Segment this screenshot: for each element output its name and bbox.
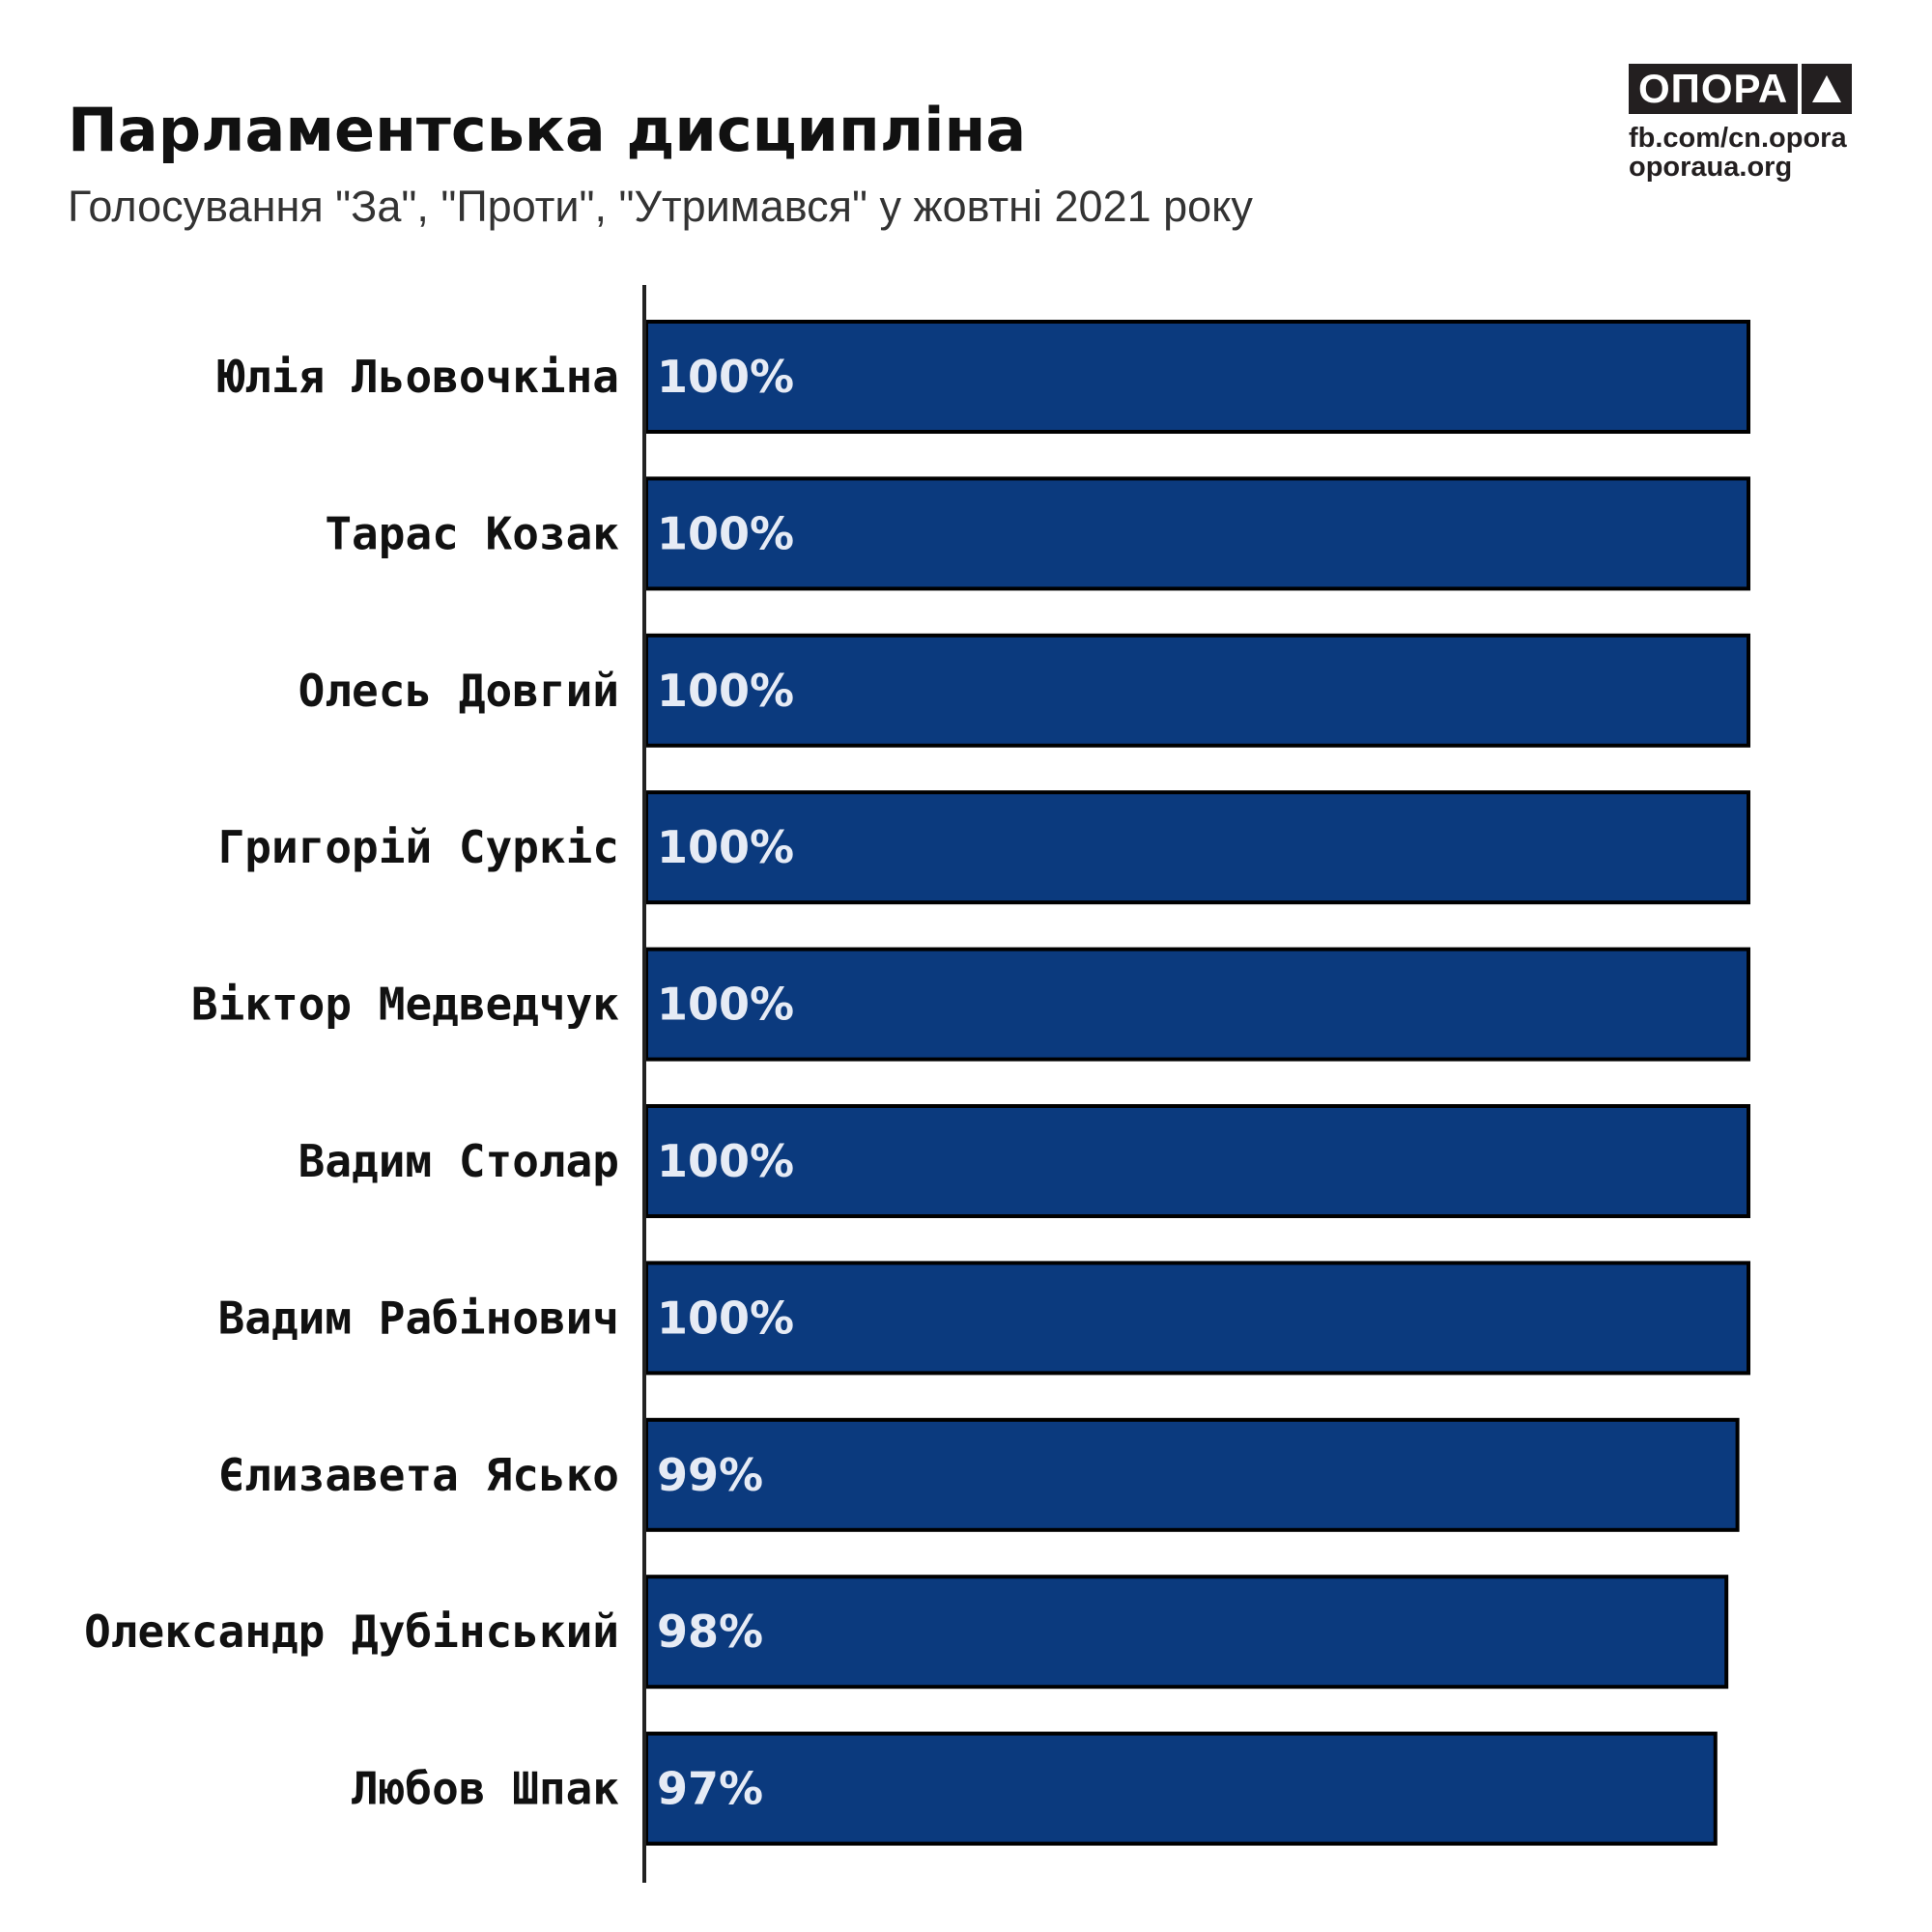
bar xyxy=(644,320,1750,434)
category-label: Юлія Льовочкіна xyxy=(218,351,619,403)
value-label: 100% xyxy=(657,665,794,717)
triangle-icon xyxy=(1802,64,1853,114)
bar xyxy=(644,1417,1740,1532)
category-label: Григорій Суркіс xyxy=(218,821,619,873)
value-label: 100% xyxy=(657,1292,794,1344)
value-label: 99% xyxy=(657,1449,763,1501)
bar xyxy=(644,476,1750,591)
facebook-link[interactable]: fb.com/cn.opora xyxy=(1629,123,1847,154)
bar xyxy=(644,1731,1718,1846)
bar xyxy=(644,1261,1750,1376)
logo-box: ОПОРА xyxy=(1629,64,1853,114)
category-label: Вадим Столар xyxy=(298,1135,619,1187)
bar xyxy=(644,790,1750,905)
value-label: 100% xyxy=(657,1135,794,1187)
bar xyxy=(644,947,1750,1062)
logo-wordmark: ОПОРА xyxy=(1629,64,1799,114)
chart-subtitle: Голосування "За", "Проти", "Утримався" у… xyxy=(68,182,1253,231)
bar xyxy=(644,1104,1750,1218)
bar xyxy=(644,1575,1729,1690)
value-label: 97% xyxy=(657,1763,763,1815)
value-label: 100% xyxy=(657,979,794,1031)
category-label: Єлизавета Ясько xyxy=(218,1449,619,1501)
value-label: 100% xyxy=(657,507,794,559)
chart-title: Парламентська дисципліна xyxy=(68,95,1027,165)
value-label: 100% xyxy=(657,821,794,873)
category-label: Любов Шпак xyxy=(352,1763,619,1815)
category-label: Тарас Козак xyxy=(325,507,619,559)
category-label: Віктор Медведчук xyxy=(191,979,619,1031)
website-link[interactable]: oporaua.org xyxy=(1629,152,1793,183)
category-label: Олександр Дубінський xyxy=(84,1605,619,1658)
opora-logo: ОПОРА fb.com/cn.opora oporaua.org xyxy=(1629,64,1853,183)
category-label: Вадим Рабінович xyxy=(218,1292,619,1344)
bar xyxy=(644,633,1750,748)
value-label: 100% xyxy=(657,351,794,403)
value-label: 98% xyxy=(657,1605,763,1658)
category-label: Олесь Довгий xyxy=(298,665,619,717)
